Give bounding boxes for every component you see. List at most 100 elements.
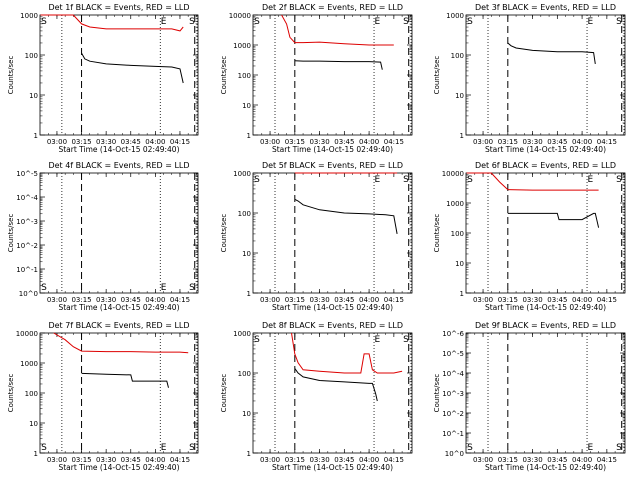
plot-frame	[39, 14, 199, 136]
y-axis-label: Counts/sec	[433, 374, 441, 413]
x-tick-label: 03:15	[285, 456, 305, 464]
series-line	[466, 172, 599, 191]
y-tick-label: 1000	[20, 360, 38, 368]
series-line	[81, 372, 169, 388]
y-tick-label: 100	[238, 210, 251, 218]
x-tick-label: 04:15	[384, 296, 404, 304]
y-tick-label: 100	[238, 370, 251, 378]
x-tick-label: 03:15	[285, 138, 305, 146]
start-end-marker: E	[161, 17, 167, 27]
series-line	[507, 212, 600, 228]
y-axis-label: Counts/sec	[7, 56, 15, 95]
x-tick-label: 03:45	[121, 296, 141, 304]
x-tick-label: 03:30	[309, 456, 329, 464]
x-tick-label: 03:00	[47, 296, 67, 304]
series-line	[294, 60, 383, 70]
x-tick-label: 03:00	[47, 138, 67, 146]
panel-title: Det 6f BLACK = Events, RED = LLD	[475, 161, 616, 170]
x-tick-label: 04:00	[572, 138, 592, 146]
y-tick-label: 1000	[233, 42, 251, 50]
series-line	[40, 14, 184, 32]
start-end-marker: S	[616, 443, 622, 453]
x-tick-label: 03:15	[498, 456, 518, 464]
start-end-marker: S	[189, 283, 195, 293]
x-tick-label: 03:00	[260, 456, 280, 464]
y-tick-label: 10^-3	[16, 218, 38, 226]
x-tick-label: 03:30	[522, 296, 542, 304]
plot-frame	[252, 332, 413, 454]
start-end-marker: E	[374, 17, 380, 27]
panel-title: Det 1f BLACK = Events, RED = LLD	[48, 3, 189, 12]
y-axis-label: Counts/sec	[220, 56, 228, 95]
x-axis-label: Start Time (14-Oct-15 02:49:40)	[272, 145, 393, 154]
x-tick-label: 04:15	[170, 138, 190, 146]
x-tick-label: 03:45	[121, 456, 141, 464]
start-end-marker: E	[374, 175, 380, 185]
y-tick-label: 10^-1	[442, 430, 464, 438]
detector-panel: Det 8f BLACK = Events, RED = LLD 1 10 100 10…	[220, 321, 413, 472]
x-tick-label: 04:15	[384, 138, 404, 146]
start-end-marker: S	[403, 175, 409, 185]
start-end-marker: S	[189, 17, 195, 27]
start-end-marker: S	[41, 443, 47, 453]
x-tick-label: 04:00	[145, 456, 165, 464]
start-end-marker: S	[189, 443, 195, 453]
x-tick-label: 03:45	[334, 296, 354, 304]
x-tick-label: 03:30	[96, 296, 116, 304]
panel-title: Det 2f BLACK = Events, RED = LLD	[262, 3, 403, 12]
start-end-marker: E	[587, 175, 593, 185]
y-tick-label: 10^-5	[16, 170, 38, 178]
detector-panel: Det 7f BLACK = Events, RED = LLD 1 10 100 10…	[7, 321, 199, 472]
y-tick-label: 100	[25, 390, 38, 398]
x-tick-label: 03:30	[309, 138, 329, 146]
x-axis-label: Start Time (14-Oct-15 02:49:40)	[485, 463, 606, 472]
y-tick-label: 1000	[20, 12, 38, 20]
x-tick-label: 04:00	[359, 296, 379, 304]
start-end-marker: E	[587, 443, 593, 453]
detector-panel: Det 2f BLACK = Events, RED = LLD 1 10 100 10…	[220, 3, 413, 154]
start-end-marker: S	[403, 335, 409, 345]
panel-title: Det 8f BLACK = Events, RED = LLD	[262, 321, 403, 330]
x-tick-label: 03:00	[473, 456, 493, 464]
y-tick-label: 1	[34, 450, 38, 458]
x-axis-label: Start Time (14-Oct-15 02:49:40)	[485, 303, 606, 312]
y-axis-label: Counts/sec	[433, 56, 441, 95]
x-axis-label: Start Time (14-Oct-15 02:49:40)	[485, 145, 606, 154]
y-tick-label: 1	[460, 132, 464, 140]
y-tick-label: 1000	[233, 170, 251, 178]
y-axis-label: Counts/sec	[433, 214, 441, 253]
start-end-marker: E	[161, 443, 167, 453]
start-end-marker: S	[616, 175, 622, 185]
y-tick-label: 10^-2	[442, 410, 464, 418]
start-end-marker: S	[254, 17, 260, 27]
y-tick-label: 1	[247, 132, 251, 140]
y-tick-label: 10	[29, 420, 38, 428]
x-tick-label: 03:15	[71, 138, 91, 146]
y-tick-label: 100	[238, 72, 251, 80]
x-tick-label: 04:15	[170, 456, 190, 464]
x-tick-label: 03:30	[522, 138, 542, 146]
x-tick-label: 04:00	[572, 456, 592, 464]
start-end-marker: S	[41, 283, 47, 293]
y-tick-label: 100	[451, 230, 464, 238]
y-tick-label: 10^0	[19, 290, 38, 298]
y-tick-label: 10^-4	[442, 370, 464, 378]
y-tick-label: 10	[242, 102, 251, 110]
x-tick-label: 04:00	[145, 296, 165, 304]
plot-frame	[465, 332, 626, 454]
x-tick-label: 04:15	[170, 296, 190, 304]
x-tick-label: 04:00	[145, 138, 165, 146]
plot-frame	[465, 14, 626, 136]
start-end-marker: S	[467, 175, 473, 185]
x-tick-label: 04:00	[359, 138, 379, 146]
x-tick-label: 04:15	[597, 296, 617, 304]
y-tick-label: 10	[455, 260, 464, 268]
x-axis-label: Start Time (14-Oct-15 02:49:40)	[272, 463, 393, 472]
start-end-marker: S	[254, 335, 260, 345]
x-tick-label: 03:45	[547, 456, 567, 464]
x-tick-label: 04:00	[359, 456, 379, 464]
start-end-marker: E	[161, 283, 167, 293]
x-tick-label: 03:15	[71, 456, 91, 464]
x-axis-label: Start Time (14-Oct-15 02:49:40)	[272, 303, 393, 312]
